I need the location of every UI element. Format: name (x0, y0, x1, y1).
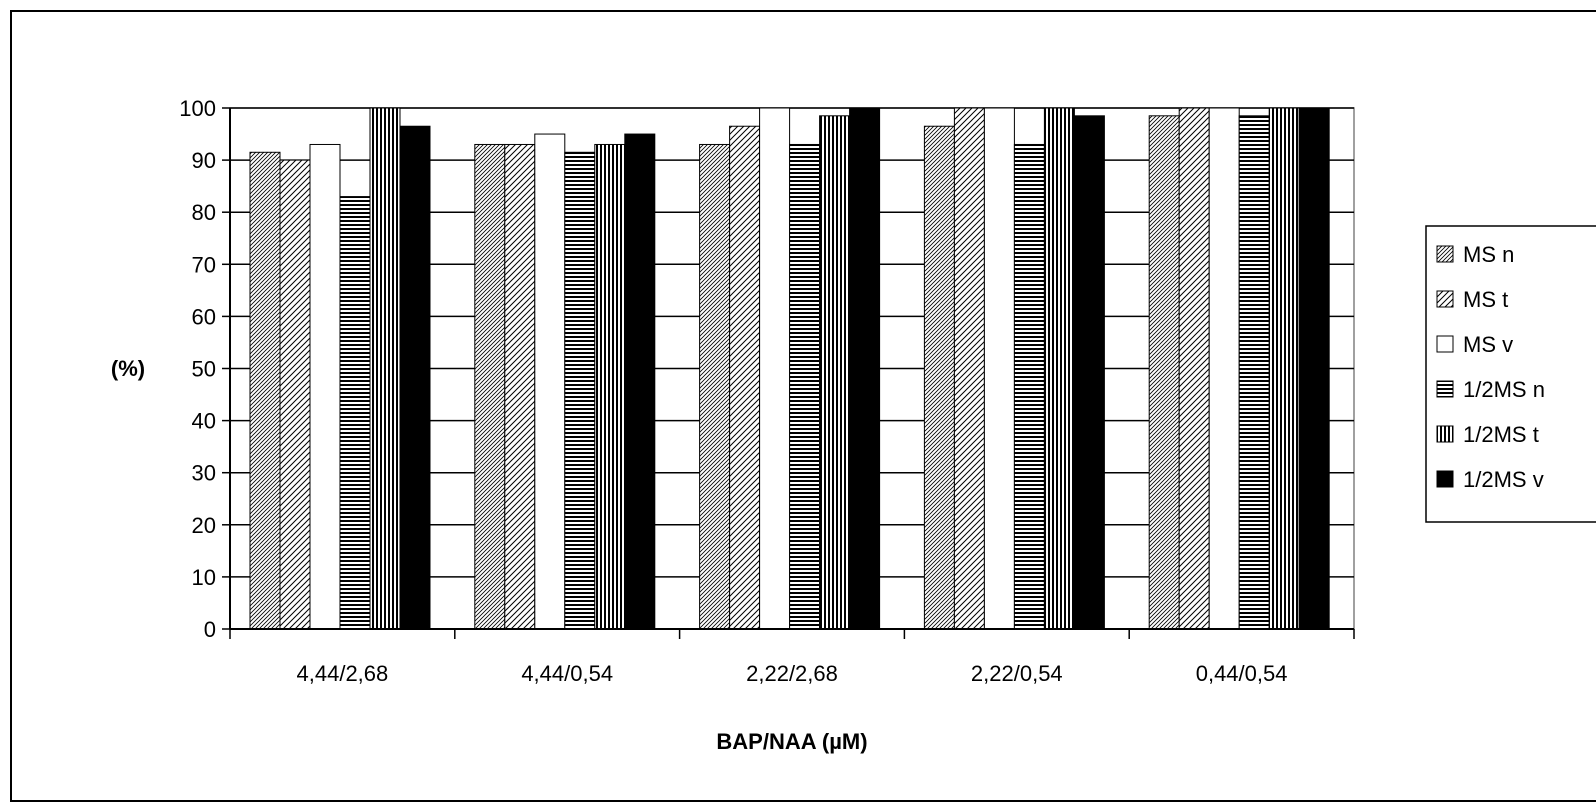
y-tick-label: 80 (192, 200, 216, 225)
legend-swatch (1436, 470, 1454, 488)
legend-label: MS n (1463, 242, 1514, 267)
y-tick-label: 90 (192, 148, 216, 173)
y-tick-label: 50 (192, 357, 216, 382)
bar-ms-t (953, 107, 985, 630)
bar-ms-n (249, 151, 281, 630)
bar-1-2ms-t (369, 107, 401, 630)
legend-label: MS v (1463, 332, 1513, 357)
y-axis-title: (%) (111, 356, 145, 381)
bars (249, 107, 1330, 630)
bar-ms-v (759, 107, 791, 630)
y-tick-label: 100 (179, 96, 216, 121)
bar-ms-n (923, 125, 955, 630)
bar-ms-t (504, 143, 536, 630)
y-tick-label: 70 (192, 252, 216, 277)
bar-ms-v (309, 143, 341, 630)
bar-ms-t (1178, 107, 1210, 630)
x-tick-label: 4,44/2,68 (297, 661, 389, 686)
bar-1-2ms-n (789, 143, 821, 630)
bar-ms-v (534, 133, 566, 630)
legend-box (1425, 225, 1596, 523)
legend-swatch (1436, 245, 1454, 263)
x-axis-title: BAP/NAA (µM) (716, 729, 867, 754)
bar-1-2ms-v (1298, 107, 1330, 630)
bar-1-2ms-t (819, 115, 851, 630)
bar-1-2ms-n (339, 196, 371, 630)
legend-label: MS t (1463, 287, 1508, 312)
bar-1-2ms-n (564, 151, 596, 630)
legend-label: 1/2MS v (1463, 467, 1544, 492)
bar-ms-n (699, 143, 731, 630)
bar-1-2ms-n (1013, 143, 1045, 630)
bar-ms-t (279, 159, 311, 630)
y-tick-label: 40 (192, 409, 216, 434)
bar-ms-n (474, 143, 506, 630)
bar-1-2ms-v (1073, 115, 1105, 630)
legend-label: 1/2MS n (1463, 377, 1545, 402)
bar-ms-n (1148, 115, 1180, 630)
legend-swatch (1436, 380, 1454, 398)
y-tick-label: 10 (192, 565, 216, 590)
bar-ms-v (1208, 107, 1240, 630)
y-tick-label: 20 (192, 513, 216, 538)
y-tick-label: 0 (204, 617, 216, 642)
legend-swatch (1436, 335, 1454, 353)
bar-1-2ms-n (1238, 115, 1270, 630)
legend-swatch (1436, 290, 1454, 308)
legend: MS n MS t MS v 1/2MS n 1/2MS t 1/2MS v (1425, 225, 1596, 523)
x-tick-label: 2,22/0,54 (971, 661, 1063, 686)
bar-ms-t (729, 125, 761, 630)
x-tick-label: 0,44/0,54 (1196, 661, 1288, 686)
y-tick-label: 60 (192, 304, 216, 329)
bar-1-2ms-v (849, 107, 881, 630)
y-tick-label: 30 (192, 461, 216, 486)
bar-1-2ms-t (1043, 107, 1075, 630)
bar-1-2ms-t (594, 143, 626, 630)
bar-1-2ms-t (1268, 107, 1300, 630)
legend-swatch (1436, 425, 1454, 443)
x-tick-label: 4,44/0,54 (521, 661, 613, 686)
bar-1-2ms-v (399, 125, 431, 630)
bar-1-2ms-v (624, 133, 656, 630)
legend-label: 1/2MS t (1463, 422, 1539, 447)
x-tick-label: 2,22/2,68 (746, 661, 838, 686)
axes: 0 10 20 30 40 50 60 70 80 90 100 4,44/2,68 4,44/0,54… (179, 96, 1355, 686)
bar-ms-v (983, 107, 1015, 630)
